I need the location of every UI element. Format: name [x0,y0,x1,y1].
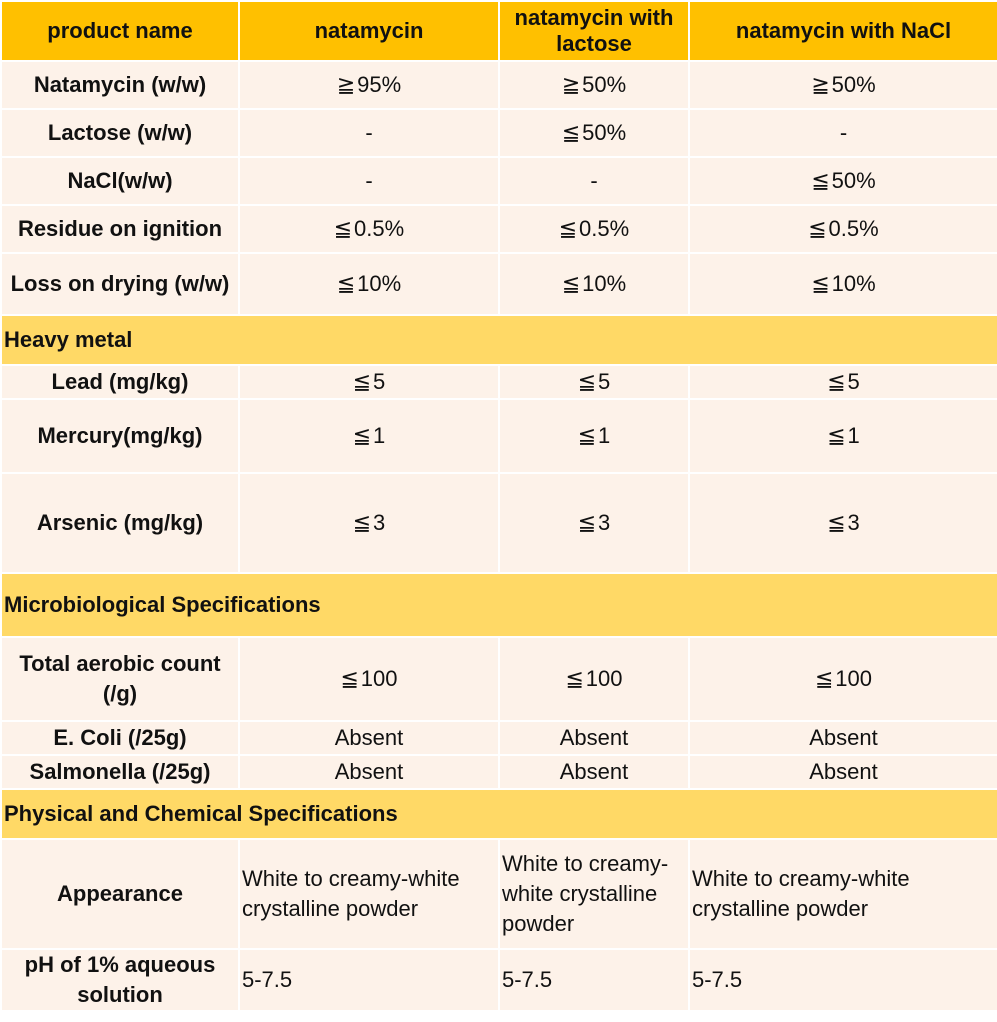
row-label: Natamycin (w/w) [0,60,240,110]
cell-natamycin-nacl: - [688,108,997,158]
cell-natamycin-nacl: ≦ 10% [688,252,997,316]
cell-natamycin-lactose: ≦ 5 [498,364,690,400]
cell-natamycin-nacl: ≧ 50% [688,60,997,110]
cell-natamycin-nacl: ≦ 3 [688,472,997,574]
header-natamycin-with-lactose: natamycin with lactose [498,0,690,62]
cell-natamycin-nacl: ≦ 0.5% [688,204,997,254]
row-natamycin-content: Natamycin (w/w) ≧ 95% ≧ 50% ≧ 50% [0,60,997,110]
cell-natamycin-lactose: ≦ 1 [498,398,690,474]
section-title: Physical and Chemical Specifications [0,788,997,840]
row-label: NaCl(w/w) [0,156,240,206]
cell-natamycin-lactose: ≦ 50% [498,108,690,158]
row-salmonella: Salmonella (/25g) Absent Absent Absent [0,754,997,790]
row-appearance: Appearance White to creamy-white crystal… [0,838,997,950]
cell-natamycin: ≦ 0.5% [238,204,500,254]
cell-natamycin-lactose: ≦ 100 [498,636,690,722]
section-title: Heavy metal [0,314,997,366]
row-arsenic: Arsenic (mg/kg) ≦ 3 ≦ 3 ≦ 3 [0,472,997,574]
row-label: Mercury(mg/kg) [0,398,240,474]
cell-natamycin: White to creamy-white crystalline powder [238,838,500,950]
cell-natamycin: 5-7.5 [238,948,500,1012]
row-loss-on-drying: Loss on drying (w/w) ≦ 10% ≦ 10% ≦ 10% [0,252,997,316]
cell-natamycin: ≦ 100 [238,636,500,722]
cell-natamycin-lactose: Absent [498,720,690,756]
cell-natamycin-nacl: ≦ 5 [688,364,997,400]
cell-natamycin-nacl: Absent [688,754,997,790]
cell-natamycin-lactose: ≧ 50% [498,60,690,110]
cell-natamycin-nacl: ≦ 100 [688,636,997,722]
cell-natamycin-lactose: ≦ 3 [498,472,690,574]
cell-natamycin-lactose: White to creamy-white crystalline powder [498,838,690,950]
header-natamycin-with-nacl: natamycin with NaCl [688,0,997,62]
cell-natamycin-lactose: ≦ 0.5% [498,204,690,254]
cell-natamycin: ≧ 95% [238,60,500,110]
cell-natamycin-nacl: ≦ 1 [688,398,997,474]
row-label: Lactose (w/w) [0,108,240,158]
section-heavy-metal: Heavy metal [0,314,997,366]
row-lead: Lead (mg/kg) ≦ 5 ≦ 5 ≦ 5 [0,364,997,400]
row-label: pH of 1% aqueous solution [0,948,240,1012]
cell-natamycin: ≦ 3 [238,472,500,574]
cell-natamycin-nacl: 5-7.5 [688,948,997,1012]
row-mercury: Mercury(mg/kg) ≦ 1 ≦ 1 ≦ 1 [0,398,997,474]
cell-natamycin: - [238,108,500,158]
cell-natamycin: ≦ 1 [238,398,500,474]
cell-natamycin: ≦ 5 [238,364,500,400]
row-label: Appearance [0,838,240,950]
cell-natamycin-lactose: - [498,156,690,206]
section-microbiological: Microbiological Specifications [0,572,997,638]
cell-natamycin-nacl: Absent [688,720,997,756]
row-residue-on-ignition: Residue on ignition ≦ 0.5% ≦ 0.5% ≦ 0.5% [0,204,997,254]
row-label: Lead (mg/kg) [0,364,240,400]
row-label: Total aerobic count (/g) [0,636,240,722]
section-title: Microbiological Specifications [0,572,997,638]
row-label: Arsenic (mg/kg) [0,472,240,574]
row-label: Loss on drying (w/w) [0,252,240,316]
cell-natamycin-nacl: ≦ 50% [688,156,997,206]
cell-natamycin: - [238,156,500,206]
section-physical-chemical: Physical and Chemical Specifications [0,788,997,840]
header-row: product name natamycin natamycin with la… [0,0,997,62]
cell-natamycin: ≦ 10% [238,252,500,316]
cell-natamycin-nacl: White to creamy-white crystalline powder [688,838,997,950]
row-ph: pH of 1% aqueous solution 5-7.5 5-7.5 5-… [0,948,997,1012]
cell-natamycin-lactose: Absent [498,754,690,790]
row-total-aerobic-count: Total aerobic count (/g) ≦ 100 ≦ 100 ≦ 1… [0,636,997,722]
cell-natamycin: Absent [238,720,500,756]
header-product-name: product name [0,0,240,62]
row-lactose-content: Lactose (w/w) - ≦ 50% - [0,108,997,158]
row-label: Residue on ignition [0,204,240,254]
cell-natamycin-lactose: ≦ 10% [498,252,690,316]
row-e-coli: E. Coli (/25g) Absent Absent Absent [0,720,997,756]
cell-natamycin-lactose: 5-7.5 [498,948,690,1012]
row-nacl-content: NaCl(w/w) - - ≦ 50% [0,156,997,206]
header-natamycin: natamycin [238,0,500,62]
row-label: Salmonella (/25g) [0,754,240,790]
row-label: E. Coli (/25g) [0,720,240,756]
cell-natamycin: Absent [238,754,500,790]
